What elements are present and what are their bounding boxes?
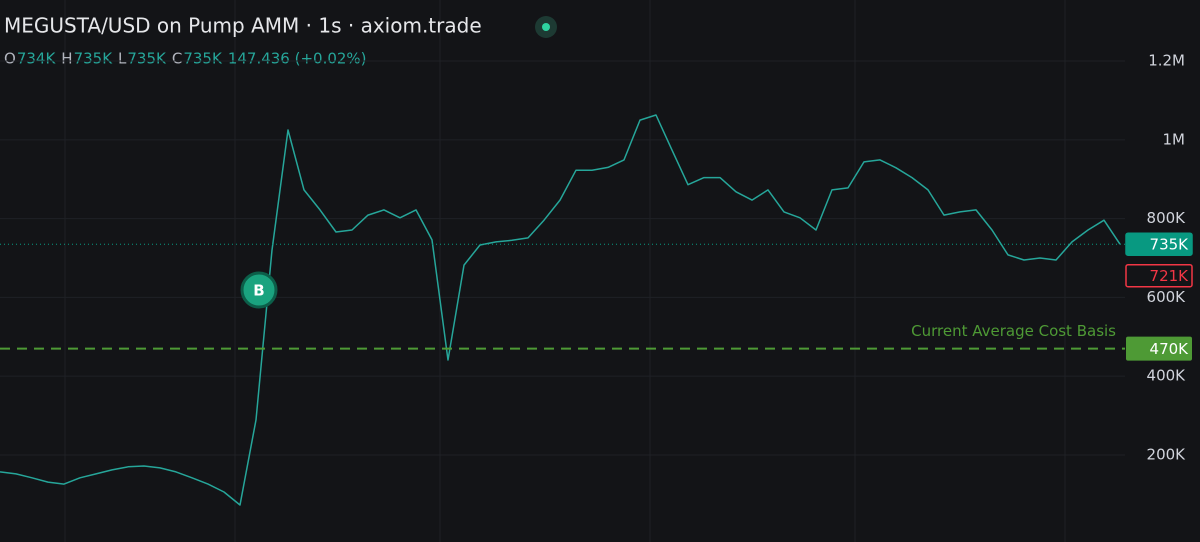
ohlc-value: 734K — [17, 50, 57, 68]
buy-marker-text: B — [253, 282, 264, 300]
ohlc-key: H — [61, 50, 72, 68]
y-tick-label: 1M — [1163, 130, 1186, 148]
y-tick-label: 800K — [1147, 209, 1187, 227]
cost-basis-text: Current Average Cost Basis — [911, 322, 1116, 340]
ohlc-value: 735K — [183, 50, 223, 68]
cost-basis-label: 470K — [1150, 340, 1190, 358]
ohlc-key: O — [4, 50, 16, 68]
price-tag — [1125, 263, 1193, 288]
price-tag-label: 735K — [1150, 236, 1190, 254]
vertical-grid — [64, 0, 1066, 542]
ohlc-value: 735K — [74, 50, 114, 68]
price-line — [0, 114, 1121, 506]
buy-marker — [240, 271, 278, 309]
y-tick-label: 200K — [1147, 445, 1187, 463]
ohlc-legend: O 734K H 735K L 735K C 735K 147.436 (+0.02%) — [4, 50, 367, 68]
price-tag — [1125, 232, 1193, 256]
y-tick-label: 1.2M — [1148, 52, 1185, 70]
change-text: 147.436 (+0.02%) — [228, 50, 367, 68]
ohlc-value: 735K — [127, 50, 167, 68]
price-tag-label: 721K — [1150, 267, 1190, 285]
y-tick-label: 600K — [1147, 288, 1187, 306]
ohlc-key: C — [172, 50, 182, 68]
chart-title: MEGUSTA/USD on Pump AMM · 1s · axiom.tra… — [4, 14, 482, 38]
ohlc-key: L — [118, 50, 127, 68]
cost-basis-tag — [1126, 336, 1192, 361]
status-dot — [542, 23, 550, 31]
y-tick-label: 400K — [1147, 367, 1187, 385]
